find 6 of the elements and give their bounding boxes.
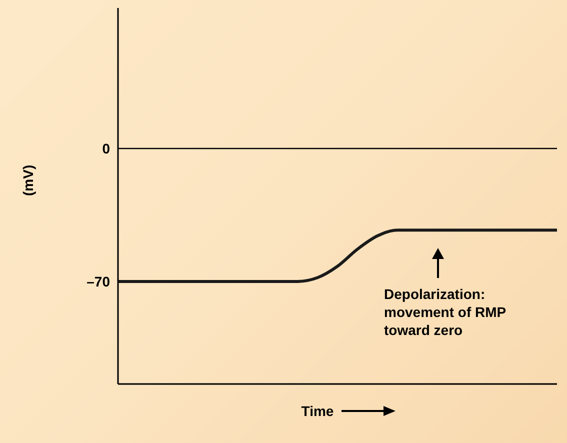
line-series <box>118 228 557 283</box>
y-axis-title: (mV) <box>20 164 36 196</box>
annotation: Depolarization: movement of RMP toward zero <box>384 285 506 339</box>
y-tick-label: 0 <box>102 140 110 156</box>
x-axis-title: Time <box>301 403 334 419</box>
y-tick-label: –70 <box>86 273 110 290</box>
